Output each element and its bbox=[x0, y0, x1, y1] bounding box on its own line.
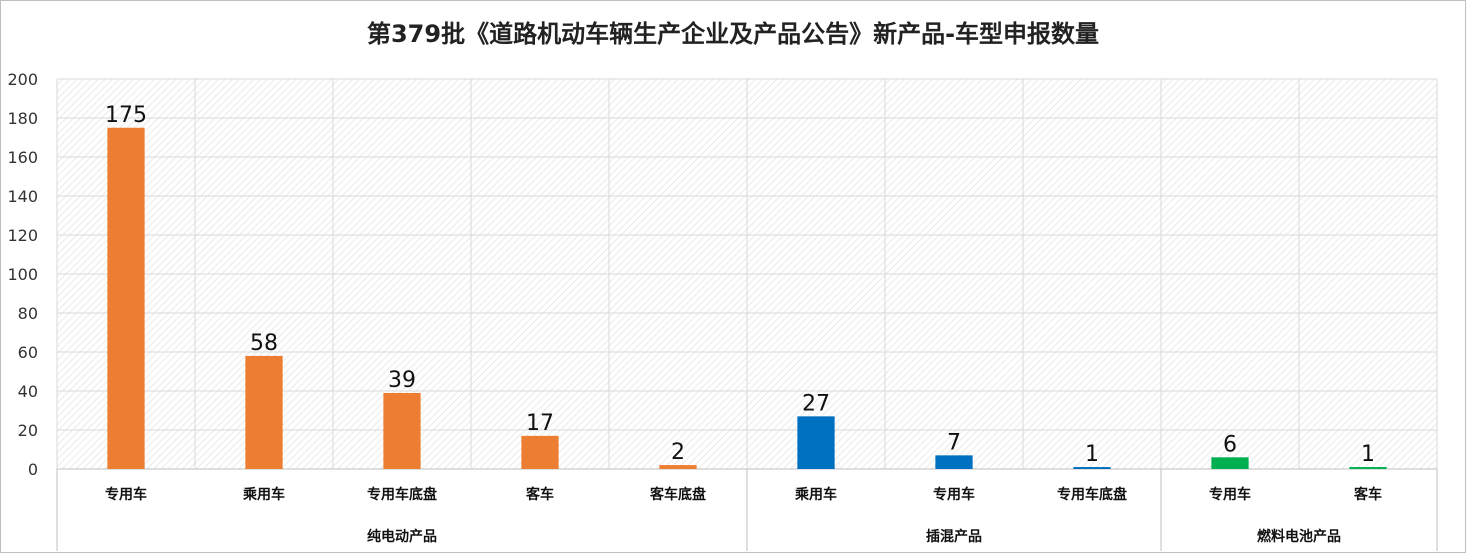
y-tick-label: 120 bbox=[7, 226, 38, 245]
category-label: 客车 bbox=[1353, 486, 1382, 503]
category-label: 乘用车 bbox=[794, 486, 837, 503]
bar bbox=[521, 435, 559, 469]
bar bbox=[797, 416, 835, 469]
category-label: 客车底盘 bbox=[649, 486, 706, 503]
data-label: 7 bbox=[947, 430, 961, 455]
bar bbox=[659, 465, 697, 469]
data-label: 17 bbox=[526, 411, 554, 436]
y-tick-label: 180 bbox=[7, 109, 38, 128]
data-label: 27 bbox=[802, 391, 830, 416]
bar bbox=[1211, 457, 1249, 469]
y-tick-label: 40 bbox=[18, 382, 38, 401]
bar bbox=[935, 455, 973, 469]
y-tick-label: 60 bbox=[18, 343, 38, 362]
y-tick-label: 80 bbox=[18, 304, 38, 323]
data-label: 2 bbox=[671, 440, 685, 465]
chart-title: 第379批《道路机动车辆生产企业及产品公告》新产品-车型申报数量 bbox=[366, 20, 1100, 48]
group-label: 燃料电池产品 bbox=[1257, 528, 1341, 545]
bar bbox=[1073, 467, 1111, 469]
data-label: 6 bbox=[1223, 432, 1237, 457]
bar-layer bbox=[107, 127, 1387, 469]
y-tick-label: 20 bbox=[18, 421, 38, 440]
data-label: 1 bbox=[1361, 442, 1375, 467]
group-label: 插混产品 bbox=[926, 528, 982, 545]
category-label: 专用车 bbox=[105, 486, 147, 503]
data-label: 1 bbox=[1085, 442, 1099, 467]
data-label: 58 bbox=[250, 331, 278, 356]
group-label: 纯电动产品 bbox=[367, 528, 437, 545]
category-label: 专用车 bbox=[1209, 486, 1251, 503]
category-label: 专用车底盘 bbox=[367, 486, 437, 503]
bar bbox=[1349, 467, 1387, 469]
grid-layer bbox=[56, 78, 1438, 470]
y-tick-label: 200 bbox=[7, 70, 38, 89]
bar bbox=[383, 392, 421, 469]
bar bbox=[107, 127, 145, 469]
axis-layer: 0 20 40 60 80 100 120 140 160 180 200 bbox=[7, 70, 1438, 551]
category-label: 乘用车 bbox=[242, 486, 285, 503]
data-label: 175 bbox=[105, 103, 147, 128]
y-tick-label: 160 bbox=[7, 148, 38, 167]
data-label: 39 bbox=[388, 368, 416, 393]
category-label: 客车 bbox=[525, 486, 554, 503]
y-tick-label: 100 bbox=[7, 265, 38, 284]
bar bbox=[245, 355, 283, 469]
category-label: 专用车底盘 bbox=[1057, 486, 1127, 503]
y-tick-label: 140 bbox=[7, 187, 38, 206]
y-tick-label: 0 bbox=[28, 460, 38, 479]
category-label: 专用车 bbox=[933, 486, 975, 503]
